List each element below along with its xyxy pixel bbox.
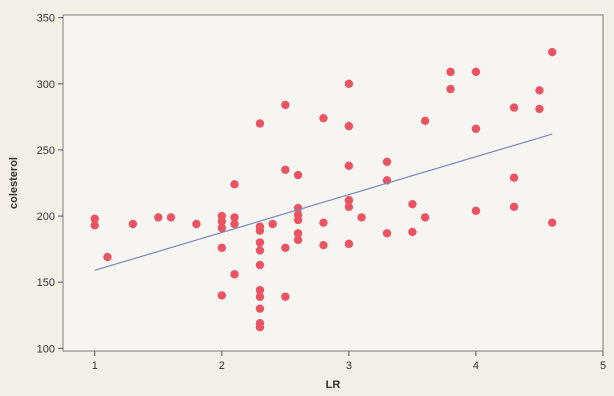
y-tick-label: 150 [37, 277, 55, 289]
data-point [319, 113, 328, 123]
data-point [90, 221, 99, 230]
data-point [535, 104, 544, 114]
data-point [382, 157, 392, 167]
data-point [217, 291, 227, 300]
data-point [471, 206, 481, 215]
data-point [230, 180, 239, 189]
data-point [471, 67, 481, 77]
data-point [420, 213, 430, 222]
data-point [230, 219, 239, 229]
data-point [293, 170, 303, 180]
data-point [319, 218, 328, 227]
data-point [255, 304, 265, 313]
data-point [293, 229, 303, 238]
data-point [255, 238, 265, 247]
data-point [128, 219, 138, 229]
data-point [408, 227, 417, 237]
data-point [357, 213, 366, 222]
y-axis-title: colesterol [8, 157, 20, 209]
data-point [344, 121, 354, 131]
x-tick-label: 2 [219, 360, 225, 372]
x-tick-label: 5 [600, 360, 606, 372]
y-tick-label: 200 [37, 211, 55, 223]
x-tick-label: 4 [473, 360, 479, 372]
data-point [192, 219, 201, 229]
data-point [281, 292, 290, 301]
data-point [255, 292, 265, 301]
data-point [319, 240, 328, 250]
y-tick-label: 300 [37, 79, 55, 91]
data-point [281, 243, 290, 253]
data-point [154, 213, 163, 222]
x-axis-title: LR [326, 379, 341, 391]
data-point [471, 124, 481, 133]
data-point [509, 103, 519, 112]
data-points [90, 47, 557, 332]
plot-area [62, 14, 604, 352]
data-point [293, 235, 303, 245]
data-point [268, 219, 277, 229]
regression-line [94, 133, 553, 271]
regression-line-group [94, 133, 553, 271]
data-point [166, 213, 176, 222]
data-point [420, 116, 430, 126]
data-point [281, 165, 290, 174]
data-point [255, 119, 265, 128]
y-tick-label: 350 [37, 13, 55, 25]
data-point [382, 229, 392, 238]
data-point [217, 223, 227, 233]
data-point [255, 322, 265, 332]
data-point [255, 260, 265, 270]
data-point [547, 218, 557, 227]
data-point [509, 173, 519, 182]
data-point [230, 213, 239, 222]
data-point [255, 226, 265, 235]
data-point [103, 252, 112, 262]
data-point [344, 239, 354, 249]
data-point [217, 217, 227, 226]
data-point [281, 100, 290, 110]
y-tick-label: 250 [37, 145, 55, 157]
data-point [344, 161, 354, 171]
data-point [344, 195, 354, 205]
data-point [446, 67, 455, 77]
x-axis: 1 2 3 4 5 [92, 351, 606, 372]
x-tick-label: 3 [346, 360, 352, 372]
data-point [90, 214, 99, 223]
x-tick-label: 1 [92, 360, 98, 372]
data-point [408, 199, 417, 209]
data-point [547, 47, 557, 57]
data-point [293, 215, 303, 225]
data-point [217, 243, 227, 253]
data-point [509, 202, 519, 212]
y-tick-label: 100 [37, 343, 55, 355]
data-point [255, 246, 265, 255]
data-point [446, 84, 455, 94]
data-point [344, 202, 354, 212]
data-point [535, 86, 544, 95]
data-point [255, 285, 265, 295]
data-point [230, 270, 239, 279]
data-point [344, 79, 354, 88]
y-axis: 100 150 200 250 300 350 [37, 13, 63, 355]
